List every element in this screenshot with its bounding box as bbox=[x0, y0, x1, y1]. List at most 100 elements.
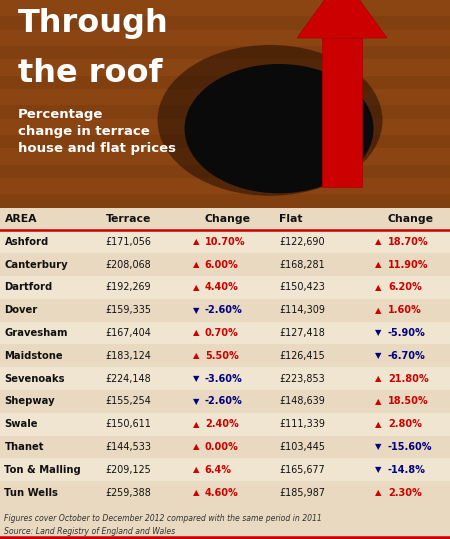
Bar bbox=[0, 458, 450, 481]
Text: ▲: ▲ bbox=[193, 260, 199, 269]
Text: ▼: ▼ bbox=[193, 397, 199, 406]
Text: Swale: Swale bbox=[4, 419, 38, 429]
Text: Percentage
change in terrace
house and flat prices: Percentage change in terrace house and f… bbox=[18, 108, 176, 155]
Text: ▲: ▲ bbox=[193, 465, 199, 474]
Text: 4.40%: 4.40% bbox=[205, 282, 238, 292]
Bar bbox=[0, 413, 450, 436]
Bar bbox=[0, 299, 450, 322]
Text: Canterbury: Canterbury bbox=[4, 260, 68, 270]
Text: 0.70%: 0.70% bbox=[205, 328, 238, 338]
Text: ▲: ▲ bbox=[375, 283, 381, 292]
Text: ▲: ▲ bbox=[375, 488, 381, 497]
Text: £208,068: £208,068 bbox=[106, 260, 152, 270]
Text: 4.60%: 4.60% bbox=[205, 488, 238, 497]
Text: 1.60%: 1.60% bbox=[388, 305, 422, 315]
Ellipse shape bbox=[158, 45, 382, 196]
Text: ▲: ▲ bbox=[193, 443, 199, 452]
Text: ▼: ▼ bbox=[375, 443, 381, 452]
Ellipse shape bbox=[184, 64, 374, 194]
Text: Change: Change bbox=[388, 214, 434, 224]
Bar bbox=[0, 390, 450, 413]
Text: 6.20%: 6.20% bbox=[388, 282, 422, 292]
Text: ▲: ▲ bbox=[375, 237, 381, 246]
Bar bbox=[0, 0, 450, 208]
Text: £167,404: £167,404 bbox=[106, 328, 152, 338]
Text: £150,423: £150,423 bbox=[279, 282, 325, 292]
Text: £155,254: £155,254 bbox=[106, 396, 152, 406]
Text: ▲: ▲ bbox=[193, 351, 199, 360]
Text: £159,335: £159,335 bbox=[106, 305, 152, 315]
Bar bbox=[0, 164, 450, 178]
Bar bbox=[0, 208, 450, 230]
Text: Dover: Dover bbox=[4, 305, 38, 315]
Polygon shape bbox=[297, 0, 387, 38]
Bar bbox=[0, 253, 450, 276]
Text: Sevenoaks: Sevenoaks bbox=[4, 374, 65, 384]
Text: ▼: ▼ bbox=[193, 374, 199, 383]
Text: 2.40%: 2.40% bbox=[205, 419, 238, 429]
Text: Shepway: Shepway bbox=[4, 396, 55, 406]
Text: Ton & Malling: Ton & Malling bbox=[4, 465, 81, 475]
Text: £209,125: £209,125 bbox=[106, 465, 152, 475]
Text: ▼: ▼ bbox=[375, 351, 381, 360]
Text: £111,339: £111,339 bbox=[279, 419, 325, 429]
Bar bbox=[0, 230, 450, 253]
Text: 0.00%: 0.00% bbox=[205, 442, 238, 452]
Bar bbox=[0, 436, 450, 458]
Bar bbox=[0, 276, 450, 299]
Text: ▲: ▲ bbox=[193, 420, 199, 429]
Text: ▲: ▲ bbox=[375, 397, 381, 406]
Text: £114,309: £114,309 bbox=[279, 305, 325, 315]
Text: the roof: the roof bbox=[18, 58, 162, 89]
Bar bbox=[0, 194, 450, 208]
Text: 2.30%: 2.30% bbox=[388, 488, 422, 497]
Text: -3.60%: -3.60% bbox=[205, 374, 243, 384]
Text: £103,445: £103,445 bbox=[279, 442, 325, 452]
Text: ▼: ▼ bbox=[375, 328, 381, 337]
Text: ▲: ▲ bbox=[375, 260, 381, 269]
Text: -14.8%: -14.8% bbox=[388, 465, 426, 475]
Text: ▲: ▲ bbox=[193, 283, 199, 292]
Text: Source: Land Registry of England and Wales: Source: Land Registry of England and Wal… bbox=[4, 527, 176, 536]
Bar bbox=[0, 367, 450, 390]
Text: -2.60%: -2.60% bbox=[205, 396, 243, 406]
Text: 11.90%: 11.90% bbox=[388, 260, 428, 270]
Text: £185,987: £185,987 bbox=[279, 488, 325, 497]
Bar bbox=[0, 75, 450, 89]
Text: 10.70%: 10.70% bbox=[205, 237, 245, 247]
Bar bbox=[0, 16, 450, 30]
Text: Through: Through bbox=[18, 8, 169, 39]
Bar bbox=[0, 344, 450, 367]
Bar bbox=[0, 481, 450, 504]
Text: Figures cover October to December 2012 compared with the same period in 2011: Figures cover October to December 2012 c… bbox=[4, 514, 322, 523]
Text: 18.50%: 18.50% bbox=[388, 396, 428, 406]
Text: 21.80%: 21.80% bbox=[388, 374, 428, 384]
Text: Dartford: Dartford bbox=[4, 282, 53, 292]
Text: £192,269: £192,269 bbox=[106, 282, 151, 292]
Bar bbox=[0, 135, 450, 148]
Bar bbox=[0, 105, 450, 119]
Text: £183,124: £183,124 bbox=[106, 351, 152, 361]
Text: 2.80%: 2.80% bbox=[388, 419, 422, 429]
Text: ▼: ▼ bbox=[193, 306, 199, 315]
Text: £223,853: £223,853 bbox=[279, 374, 325, 384]
Text: ▲: ▲ bbox=[193, 237, 199, 246]
Text: -15.60%: -15.60% bbox=[388, 442, 432, 452]
Text: 6.00%: 6.00% bbox=[205, 260, 238, 270]
Text: Maidstone: Maidstone bbox=[4, 351, 63, 361]
Text: Gravesham: Gravesham bbox=[4, 328, 68, 338]
Text: £126,415: £126,415 bbox=[279, 351, 325, 361]
Text: £127,418: £127,418 bbox=[279, 328, 325, 338]
Text: -5.90%: -5.90% bbox=[388, 328, 426, 338]
Text: Flat: Flat bbox=[279, 214, 302, 224]
Text: ▲: ▲ bbox=[375, 306, 381, 315]
Text: AREA: AREA bbox=[4, 214, 37, 224]
Text: £144,533: £144,533 bbox=[106, 442, 152, 452]
Text: Tun Wells: Tun Wells bbox=[4, 488, 59, 497]
Text: Ashford: Ashford bbox=[4, 237, 49, 247]
Text: Thanet: Thanet bbox=[4, 442, 44, 452]
Text: Terrace: Terrace bbox=[106, 214, 151, 224]
Text: ▲: ▲ bbox=[193, 328, 199, 337]
Text: -2.60%: -2.60% bbox=[205, 305, 243, 315]
Text: £168,281: £168,281 bbox=[279, 260, 325, 270]
